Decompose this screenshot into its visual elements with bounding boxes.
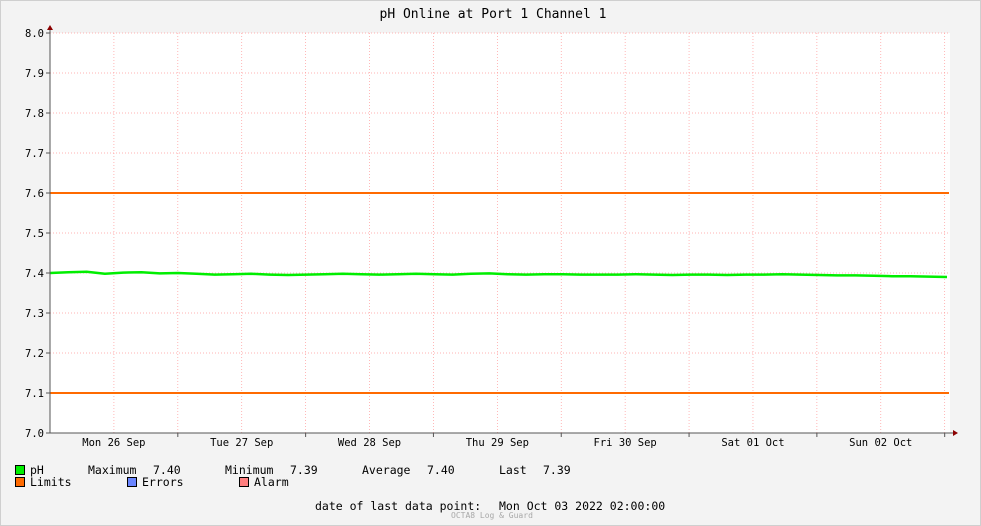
x-tick-label: Wed 28 Sep [338, 437, 401, 449]
watermark: OCTA8 Log & Guard [451, 511, 533, 520]
legend-minimum-value: 7.39 [290, 463, 318, 477]
x-tick-label: Thu 29 Sep [466, 437, 529, 449]
y-tick-label: 7.1 [25, 388, 44, 400]
y-tick-label: 7.0 [25, 428, 44, 440]
x-tick-label: Mon 26 Sep [82, 437, 145, 449]
legend-errors: Errors [142, 475, 184, 489]
ph-swatch [15, 465, 25, 475]
limits-swatch [15, 477, 25, 487]
last-data-point-value: Mon Oct 03 2022 02:00:00 [499, 499, 666, 513]
chart-title: pH Online at Port 1 Channel 1 [380, 7, 607, 22]
last-data-point-label: date of last data point: [315, 499, 482, 513]
legend-last-label: Last [499, 463, 527, 477]
y-tick-label: 7.9 [25, 68, 44, 80]
legend-alarm: Alarm [254, 475, 289, 489]
y-tick-label: 7.3 [25, 308, 44, 320]
alarm-swatch [239, 477, 249, 487]
y-tick-label: 7.4 [25, 268, 44, 280]
x-tick-label: Fri 30 Sep [594, 437, 657, 449]
legend-last-value: 7.39 [543, 463, 571, 477]
legend-minimum-label: Minimum [225, 463, 274, 477]
y-tick-label: 7.7 [25, 148, 44, 160]
legend-maximum-label: Maximum [88, 463, 137, 477]
y-tick-label: 7.6 [25, 188, 44, 200]
legend-average-value: 7.40 [427, 463, 455, 477]
legend-average-label: Average [362, 463, 411, 477]
y-tick-label: 7.2 [25, 348, 44, 360]
y-tick-label: 7.8 [25, 108, 44, 120]
y-tick-label: 7.5 [25, 228, 44, 240]
x-tick-label: Sat 01 Oct [721, 437, 784, 449]
legend-ph: pH [30, 463, 44, 477]
legend-maximum-value: 7.40 [153, 463, 181, 477]
x-axis-arrow [953, 430, 958, 436]
errors-swatch [127, 477, 137, 487]
y-axis-arrow [47, 25, 53, 30]
ph-series-line [49, 270, 948, 279]
x-tick-label: Sun 02 Oct [849, 437, 912, 449]
y-tick-label: 8.0 [25, 28, 44, 40]
x-tick-label: Tue 27 Sep [210, 437, 273, 449]
legend-limits: Limits [30, 475, 72, 489]
